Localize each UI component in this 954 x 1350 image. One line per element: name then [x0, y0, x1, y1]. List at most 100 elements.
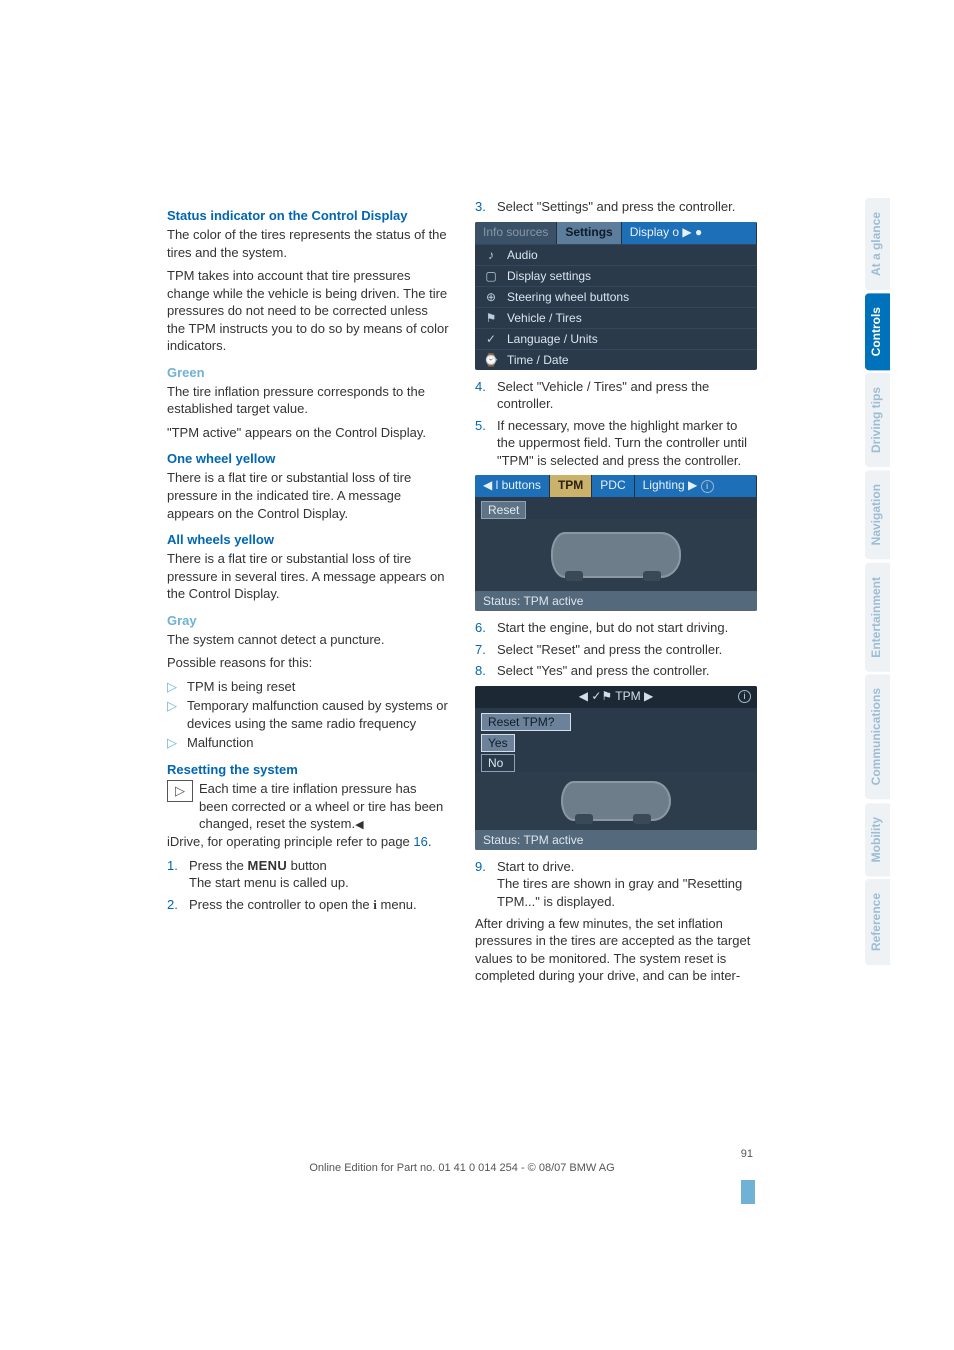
display-icon: ▢ [483, 269, 499, 283]
para: The tire inflation pressure corresponds … [167, 383, 449, 418]
tab-tpm-top: ◀ ✓⚑ TPM ▶ [571, 686, 661, 708]
page-number: 91 [167, 1148, 757, 1160]
side-tab-at-a-glance[interactable]: At a glance [865, 198, 890, 290]
step-number: 4. [475, 378, 489, 413]
list-item: 1. Press the MENU button The start menu … [167, 857, 449, 892]
numbered-list: 6.Start the engine, but do not start dri… [475, 619, 757, 680]
step-text: Select "Yes" and press the controller. [497, 662, 710, 680]
list-item: 2. Press the controller to open the i me… [167, 896, 449, 914]
language-icon: ✓ [483, 332, 499, 346]
list-item: 6.Start the engine, but do not start dri… [475, 619, 757, 637]
bullet-list: ▷ TPM is being reset ▷ Temporary malfuncti… [167, 678, 449, 752]
heading-green: Green [167, 365, 449, 380]
vehicle-icon: ⚑ [483, 311, 499, 325]
step-body: Press the MENU button The start menu is … [189, 857, 349, 892]
car-icon [551, 532, 681, 578]
menu-glyph: MENU [248, 858, 287, 873]
info-icon: i [738, 690, 751, 703]
tab-lighting: Lighting ▶ i [635, 475, 757, 497]
menu-row-time: ⌚ Time / Date [475, 349, 757, 370]
screenshot-tabs: Info sources Settings Display o ▶ ● [475, 222, 757, 244]
step-number: 1. [167, 857, 181, 892]
bullet-item: ▷ TPM is being reset [167, 678, 449, 696]
heading-all-wheels-yellow: All wheels yellow [167, 532, 449, 547]
car-diagram [475, 772, 757, 830]
page-footer: 91 Online Edition for Part no. 01 41 0 0… [167, 1148, 757, 1204]
step-number: 7. [475, 641, 489, 659]
car-diagram [475, 519, 757, 591]
list-item: 8. Select "Yes" and press the controller. [475, 662, 757, 680]
step-text: Select "Reset" and press the controller. [497, 641, 722, 659]
text-span: Press the [189, 858, 248, 873]
tab-display: Display o ▶ ● [622, 222, 757, 244]
tab-tpm: TPM [550, 475, 592, 497]
side-tab-mobility[interactable]: Mobility [865, 803, 890, 876]
list-item: 4.Select "Vehicle / Tires" and press the… [475, 378, 757, 413]
time-icon: ⌚ [483, 353, 499, 367]
option-no: No [481, 754, 515, 772]
side-tab-reference[interactable]: Reference [865, 879, 890, 965]
tab-buttons: ◀ l buttons [475, 475, 550, 497]
note-text-span: Each time a tire inflation pressure has … [199, 781, 443, 831]
triangle-icon: ▷ [167, 697, 177, 732]
screenshot-list: ♪Audio ▢Display settings ⊕Steering wheel… [475, 244, 757, 370]
heading-status-indicator: Status indicator on the Control Display [167, 208, 449, 223]
row-label: Display settings [507, 269, 591, 283]
bullet-item: ▷ Temporary malfunction caused by systems… [167, 697, 449, 732]
side-tab-entertainment[interactable]: Entertainment [865, 563, 890, 672]
note-block: ▷ Each time a tire inflation pressure ha… [167, 780, 449, 833]
text-span: . [428, 834, 432, 849]
tab-label: Display o [630, 225, 679, 239]
status-bar: Status: TPM active [475, 591, 757, 611]
step-text: If necessary, move the highlight marker … [497, 417, 757, 470]
step-number: 8. [475, 662, 489, 680]
screenshot-tabs: ◀ ✓⚑ TPM ▶ i [475, 686, 757, 708]
left-column: Status indicator on the Control Display … [167, 198, 449, 991]
menu-row-audio: ♪Audio [475, 244, 757, 265]
row-label: Language / Units [507, 332, 598, 346]
footer-bar-icon [741, 1180, 755, 1204]
row-label: Time / Date [507, 353, 569, 367]
side-tab-communications[interactable]: Communications [865, 674, 890, 799]
side-tab-driving-tips[interactable]: Driving tips [865, 373, 890, 467]
page-content: Status indicator on the Control Display … [167, 198, 757, 991]
bullet-text: Temporary malfunction caused by systems … [187, 697, 449, 732]
numbered-list: 3.Select "Settings" and press the contro… [475, 198, 757, 216]
text-span: Press the controller to open the [189, 897, 373, 912]
caution-icon: ▷ [167, 780, 193, 802]
end-mark-icon: ◀ [355, 819, 363, 831]
footer-line: Online Edition for Part no. 01 41 0 014 … [167, 1162, 757, 1174]
heading-gray: Gray [167, 613, 449, 628]
step-text: Start the engine, but do not start drivi… [497, 619, 728, 637]
menu-row-language: ✓ Language / Units [475, 328, 757, 349]
para-idrive-ref: iDrive, for operating principle refer to… [167, 833, 449, 851]
tab-settings: Settings [557, 222, 621, 244]
tab-label: l buttons [496, 478, 541, 492]
side-nav: At a glance Controls Driving tips Naviga… [865, 198, 890, 965]
triangle-icon: ▷ [167, 734, 177, 752]
screenshot-tpm-reset: ◀ l buttons TPM PDC Lighting ▶ i Reset S… [475, 475, 757, 611]
row-label: Audio [507, 248, 538, 262]
para: After driving a few minutes, the set inf… [475, 915, 757, 985]
tab-info-sources: Info sources [475, 222, 557, 244]
text-span: iDrive, for operating principle refer to… [167, 834, 413, 849]
heading-resetting-system: Resetting the system [167, 762, 449, 777]
step-text: Select "Vehicle / Tires" and press the c… [497, 378, 757, 413]
screenshot-tabs: ◀ l buttons TPM PDC Lighting ▶ i [475, 475, 757, 497]
triangle-icon: ▷ [167, 678, 177, 696]
reset-label: Reset [481, 501, 526, 519]
step-body: Press the controller to open the i menu. [189, 896, 417, 914]
text-span: menu. [377, 897, 417, 912]
page-link[interactable]: 16 [413, 834, 427, 849]
car-icon [561, 781, 671, 821]
numbered-list: 9. Start to drive. The tires are shown i… [475, 858, 757, 911]
heading-one-wheel-yellow: One wheel yellow [167, 451, 449, 466]
side-tab-navigation[interactable]: Navigation [865, 470, 890, 559]
menu-row-display: ▢ Display settings [475, 265, 757, 286]
right-column: 3.Select "Settings" and press the contro… [475, 198, 757, 991]
step-number: 9. [475, 858, 489, 911]
screenshot-tpm-confirm: ◀ ✓⚑ TPM ▶ i Reset TPM? Yes No Status: T… [475, 686, 757, 850]
side-tab-controls[interactable]: Controls [865, 293, 890, 370]
bullet-text: TPM is being reset [187, 678, 295, 696]
text-span: button [287, 858, 327, 873]
